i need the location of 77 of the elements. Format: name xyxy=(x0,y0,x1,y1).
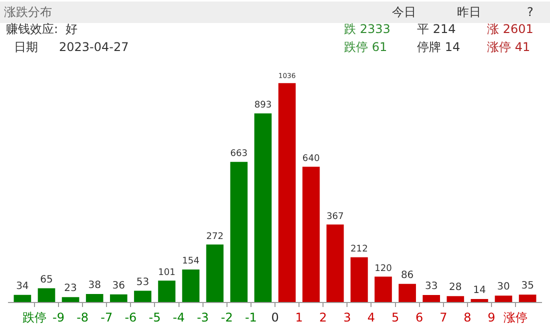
x-tick-label: 3 xyxy=(343,310,351,324)
bar xyxy=(374,276,392,302)
data-label: 212 xyxy=(350,244,368,254)
bar xyxy=(254,113,272,302)
text: 2023-04-27 xyxy=(59,40,129,54)
bar xyxy=(62,297,80,302)
text: 赚钱效应: 好 xyxy=(6,22,78,36)
data-label: 36 xyxy=(112,280,126,292)
x-tick-label: 6 xyxy=(416,310,424,324)
bar xyxy=(518,294,536,302)
data-label: 33 xyxy=(424,281,438,292)
x-tick-label: -8 xyxy=(76,310,89,324)
x-tick-label: 2 xyxy=(319,310,327,324)
data-label: 30 xyxy=(497,282,510,293)
x-tick-label: 1 xyxy=(295,310,303,324)
data-label: 272 xyxy=(206,232,224,242)
x-tick-label: 跌停 xyxy=(22,310,46,324)
x-tick-label: -2 xyxy=(220,310,233,324)
x-tick-label: 4 xyxy=(367,310,376,324)
bar xyxy=(38,288,56,302)
text: 涨停 41 xyxy=(487,40,530,54)
text: 平 214 xyxy=(417,22,456,36)
x-tick-label: 7 xyxy=(440,310,448,324)
data-label: 893 xyxy=(254,100,272,111)
text: 跌 2333 xyxy=(344,22,390,36)
bar xyxy=(302,166,320,302)
x-tick-label: -1 xyxy=(244,310,257,324)
x-tick-label: 0 xyxy=(271,310,279,324)
text: ? xyxy=(527,5,534,19)
text: 涨 2601 xyxy=(487,22,534,36)
bar xyxy=(110,294,128,302)
bar xyxy=(158,280,176,302)
data-label: 34 xyxy=(16,280,29,292)
data-label: 120 xyxy=(374,264,392,274)
data-label: 38 xyxy=(88,280,101,291)
x-tick-label: -7 xyxy=(100,310,113,324)
bar xyxy=(134,290,152,302)
data-label: 640 xyxy=(302,154,320,164)
data-label: 663 xyxy=(230,149,248,160)
bar xyxy=(470,299,488,302)
x-tick-label: 9 xyxy=(488,310,496,324)
data-label: 65 xyxy=(40,274,53,286)
text: 今日 xyxy=(392,5,416,19)
bar xyxy=(326,224,344,302)
bar xyxy=(86,294,104,302)
data-label: 14 xyxy=(473,285,486,296)
bar xyxy=(350,257,368,302)
x-tick-label: -4 xyxy=(172,310,185,324)
bar xyxy=(230,162,248,302)
x-tick-label: -6 xyxy=(124,310,137,324)
chart-title: 涨跌分布 xyxy=(4,5,52,19)
data-label: 101 xyxy=(158,268,176,278)
bar xyxy=(182,269,200,302)
bar xyxy=(206,244,224,302)
x-tick-label: -3 xyxy=(196,310,209,324)
text: 昨日 xyxy=(457,5,481,19)
data-label: 86 xyxy=(400,270,414,281)
x-tick-label: 5 xyxy=(391,310,400,324)
bar xyxy=(14,294,32,302)
bar xyxy=(494,296,512,302)
x-tick-label: 涨停 xyxy=(504,310,528,324)
text: 跌停 61 xyxy=(344,40,388,54)
data-label: 53 xyxy=(136,276,150,288)
x-tick-label: -9 xyxy=(52,310,64,324)
bar xyxy=(398,284,416,302)
data-label: 28 xyxy=(449,282,462,294)
data-label: 367 xyxy=(326,212,344,222)
bar xyxy=(446,296,464,302)
x-tick-label: 8 xyxy=(464,310,472,324)
x-tick-label: -5 xyxy=(148,310,161,324)
text: 停牌 14 xyxy=(417,40,460,54)
bar xyxy=(422,295,440,302)
text: 日期 xyxy=(14,40,38,54)
data-label: 23 xyxy=(64,283,77,294)
data-label: 35 xyxy=(521,280,534,292)
bar xyxy=(278,83,296,302)
data-label: 154 xyxy=(182,256,200,267)
